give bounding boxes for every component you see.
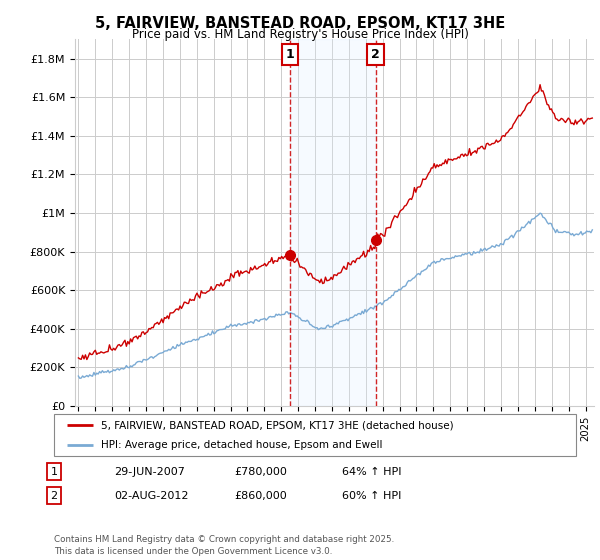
Text: 5, FAIRVIEW, BANSTEAD ROAD, EPSOM, KT17 3HE (detached house): 5, FAIRVIEW, BANSTEAD ROAD, EPSOM, KT17 … <box>101 421 454 430</box>
Text: 1: 1 <box>50 466 58 477</box>
Text: 5, FAIRVIEW, BANSTEAD ROAD, EPSOM, KT17 3HE: 5, FAIRVIEW, BANSTEAD ROAD, EPSOM, KT17 … <box>95 16 505 31</box>
Text: 2: 2 <box>50 491 58 501</box>
Text: 2: 2 <box>371 48 380 61</box>
Text: 29-JUN-2007: 29-JUN-2007 <box>114 466 185 477</box>
Text: HPI: Average price, detached house, Epsom and Ewell: HPI: Average price, detached house, Epso… <box>101 440 382 450</box>
Text: 02-AUG-2012: 02-AUG-2012 <box>114 491 188 501</box>
Text: Contains HM Land Registry data © Crown copyright and database right 2025.
This d: Contains HM Land Registry data © Crown c… <box>54 535 394 556</box>
Text: £780,000: £780,000 <box>234 466 287 477</box>
Text: 1: 1 <box>286 48 294 61</box>
Text: 60% ↑ HPI: 60% ↑ HPI <box>342 491 401 501</box>
Bar <box>290 39 376 406</box>
Text: 64% ↑ HPI: 64% ↑ HPI <box>342 466 401 477</box>
FancyBboxPatch shape <box>54 414 576 456</box>
Text: £860,000: £860,000 <box>234 491 287 501</box>
Text: Price paid vs. HM Land Registry's House Price Index (HPI): Price paid vs. HM Land Registry's House … <box>131 28 469 41</box>
